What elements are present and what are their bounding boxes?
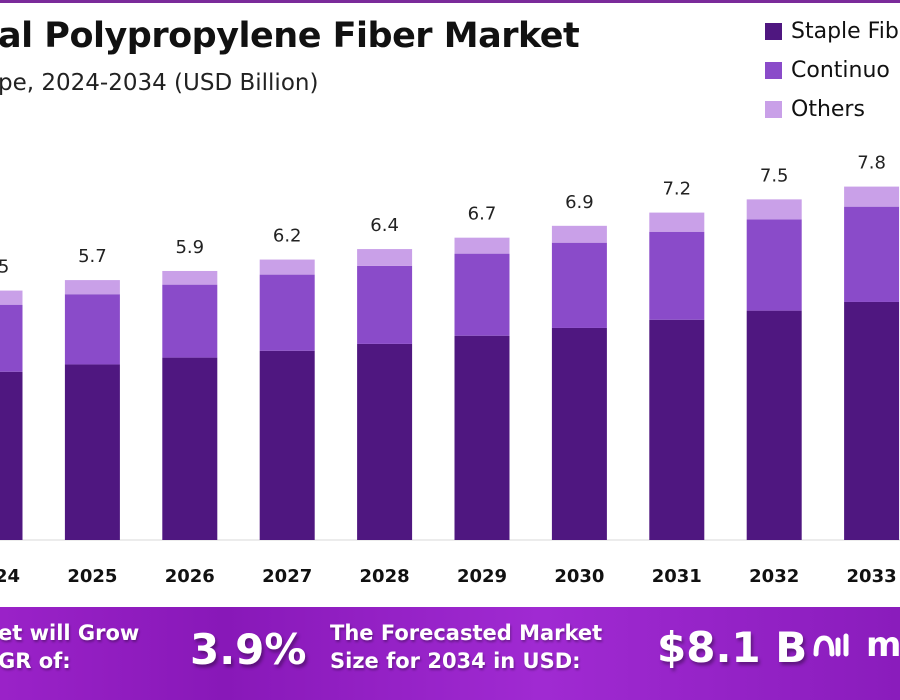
total-value-label: 7.2 (662, 179, 691, 200)
legend-swatch (765, 23, 782, 40)
bar-segment-staple (551, 327, 607, 540)
bar-segment-staple (64, 364, 120, 540)
total-value-label: 5.5 (0, 257, 9, 278)
forecast-text-line: The Forecasted Market (330, 621, 603, 645)
bar-segment-continuous (844, 206, 900, 302)
legend-label: Continuo (791, 58, 890, 83)
bar-segment-others (454, 237, 510, 254)
bar-segment-staple (844, 301, 900, 540)
legend-item-continuous: Continuo (765, 51, 899, 90)
x-tick-label: 2024 (0, 566, 20, 587)
chart-subtitle: pe, 2024-2034 (USD Billion) (0, 70, 319, 96)
bar-segment-continuous (64, 294, 120, 365)
brand-logo: m (812, 625, 900, 665)
legend-item-others: Others (765, 90, 899, 129)
bar-segment-continuous (0, 304, 23, 372)
bar-segment-others (357, 249, 413, 266)
logo-mark-icon (813, 633, 849, 657)
bar-segment-others (551, 225, 607, 243)
bar-segment-continuous (259, 274, 315, 351)
bar-segment-others (844, 186, 900, 207)
total-value-label: 7.5 (760, 165, 789, 186)
total-value-label: 6.2 (273, 226, 302, 247)
legend-label: Staple Fib (791, 19, 899, 44)
x-tick-label: 2027 (262, 566, 312, 587)
stacked-bar-chart: 5.5 2024 5.7 2025 5.9 2026 6.2 2027 6.4 2028 6.7 20… (0, 153, 900, 587)
summary-banner: et will Grow GR of: 3.9% The Forecasted … (0, 607, 900, 700)
legend-swatch (765, 62, 782, 79)
legend-label: Others (791, 97, 865, 122)
cagr-text-line: GR of: (0, 649, 71, 673)
chart-title: al Polypropylene Fiber Market (0, 16, 580, 56)
bar-segment-staple (746, 310, 802, 540)
bar-segment-continuous (649, 231, 705, 320)
x-tick-label: 2025 (67, 566, 117, 587)
top-accent-line (0, 0, 900, 3)
bar-segment-staple (259, 350, 315, 540)
forecast-text-line: Size for 2034 in USD: (330, 649, 581, 673)
cagr-value: 3.9% (190, 625, 307, 674)
total-value-label: 6.9 (565, 192, 594, 213)
bar-segment-continuous (162, 284, 218, 358)
total-value-label: 6.7 (468, 204, 497, 225)
x-tick-label: 2032 (749, 566, 799, 587)
total-value-label: 5.7 (78, 246, 107, 267)
bar-segment-staple (649, 319, 705, 540)
bar-segment-others (0, 290, 23, 305)
x-tick-label: 2030 (554, 566, 604, 587)
legend-item-staple: Staple Fib (765, 12, 899, 51)
bar-segment-continuous (454, 253, 510, 336)
x-tick-label: 2031 (652, 566, 702, 587)
cagr-text-line: et will Grow (0, 621, 140, 645)
bar-segment-continuous (746, 219, 802, 311)
total-value-label: 6.4 (370, 215, 399, 236)
x-tick-label: 2029 (457, 566, 507, 587)
bar-segment-staple (357, 343, 413, 540)
x-tick-label: 2026 (165, 566, 215, 587)
bar-segment-others (746, 199, 802, 220)
bar-segment-continuous (357, 265, 413, 344)
bar-segment-others (259, 259, 315, 275)
legend-swatch (765, 101, 782, 118)
bar-segment-others (64, 280, 120, 295)
bar-segment-others (162, 270, 218, 285)
bar-segment-staple (0, 371, 23, 540)
bar-segment-continuous (551, 242, 607, 328)
bar-segment-staple (454, 335, 510, 540)
logo-text: m (866, 625, 900, 665)
total-value-label: 5.9 (175, 237, 204, 258)
total-value-label: 7.8 (857, 153, 886, 174)
forecast-text: The Forecasted Market Size for 2034 in U… (330, 619, 602, 675)
x-tick-label: 2028 (360, 566, 410, 587)
x-tick-label: 2033 (847, 566, 897, 587)
forecast-value: $8.1 B (657, 623, 808, 672)
bar-segment-others (649, 212, 705, 232)
bar-segment-staple (162, 357, 218, 540)
legend: Staple Fib Continuo Others (765, 12, 899, 129)
cagr-text: et will Grow GR of: (0, 619, 139, 675)
